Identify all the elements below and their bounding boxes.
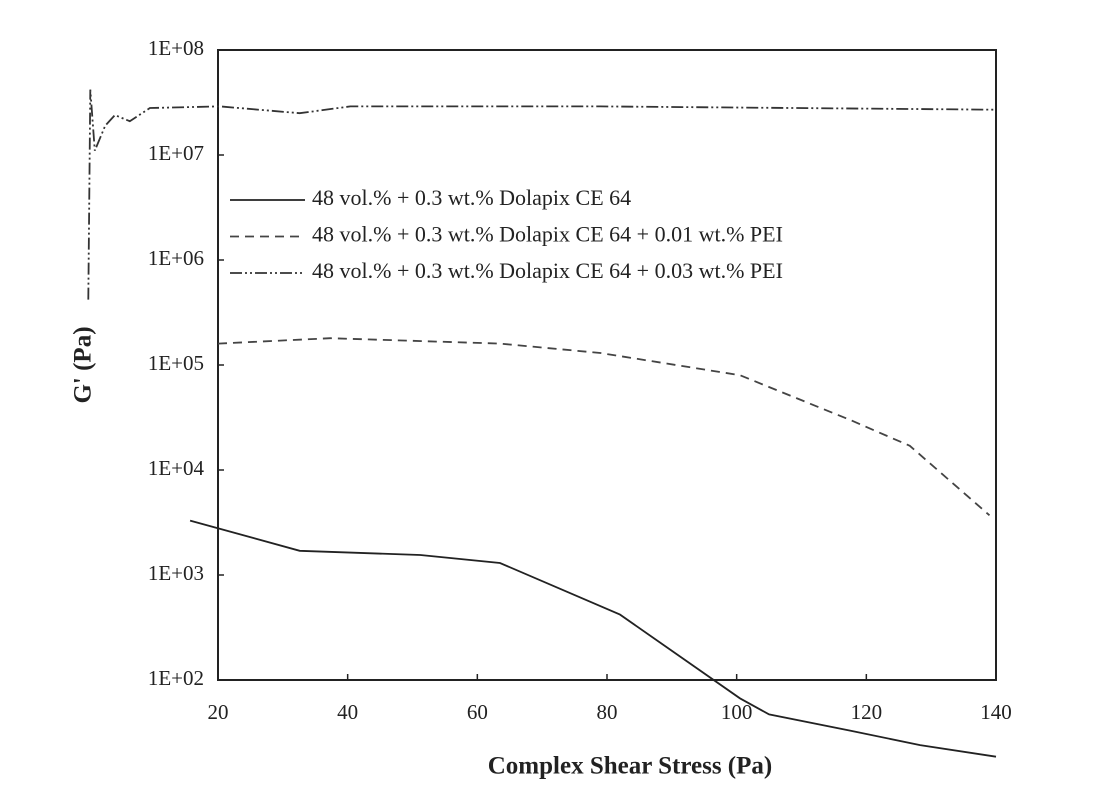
series-line [217,337,991,516]
y-tick-label: 1E+08 [148,36,204,60]
plot-frame [217,49,997,681]
x-tick-label: 20 [208,700,229,724]
legend-label: 48 vol.% + 0.3 wt.% Dolapix CE 64 + 0.01… [312,222,783,247]
y-tick-label: 1E+07 [148,141,204,165]
series-line [189,519,997,758]
x-tick-label: 60 [467,700,488,724]
y-tick-label: 1E+05 [148,351,204,375]
x-tick-label: 120 [851,700,883,724]
y-axis-title: G' (Pa) [70,326,97,403]
legend-label: 48 vol.% + 0.3 wt.% Dolapix CE 64 + 0.03… [312,258,783,283]
x-tick-label: 40 [337,700,358,724]
y-tick-label: 1E+02 [148,666,204,690]
x-tick-label: 80 [597,700,618,724]
legend-label: 48 vol.% + 0.3 wt.% Dolapix CE 64 [312,185,631,210]
x-tick-label: 100 [721,700,753,724]
x-tick-label: 140 [980,700,1012,724]
series-line [87,89,997,300]
y-tick-label: 1E+04 [148,456,205,480]
x-axis-title: Complex Shear Stress (Pa) [488,753,772,780]
y-tick-label: 1E+03 [148,561,204,585]
y-tick-label: 1E+06 [148,246,204,270]
